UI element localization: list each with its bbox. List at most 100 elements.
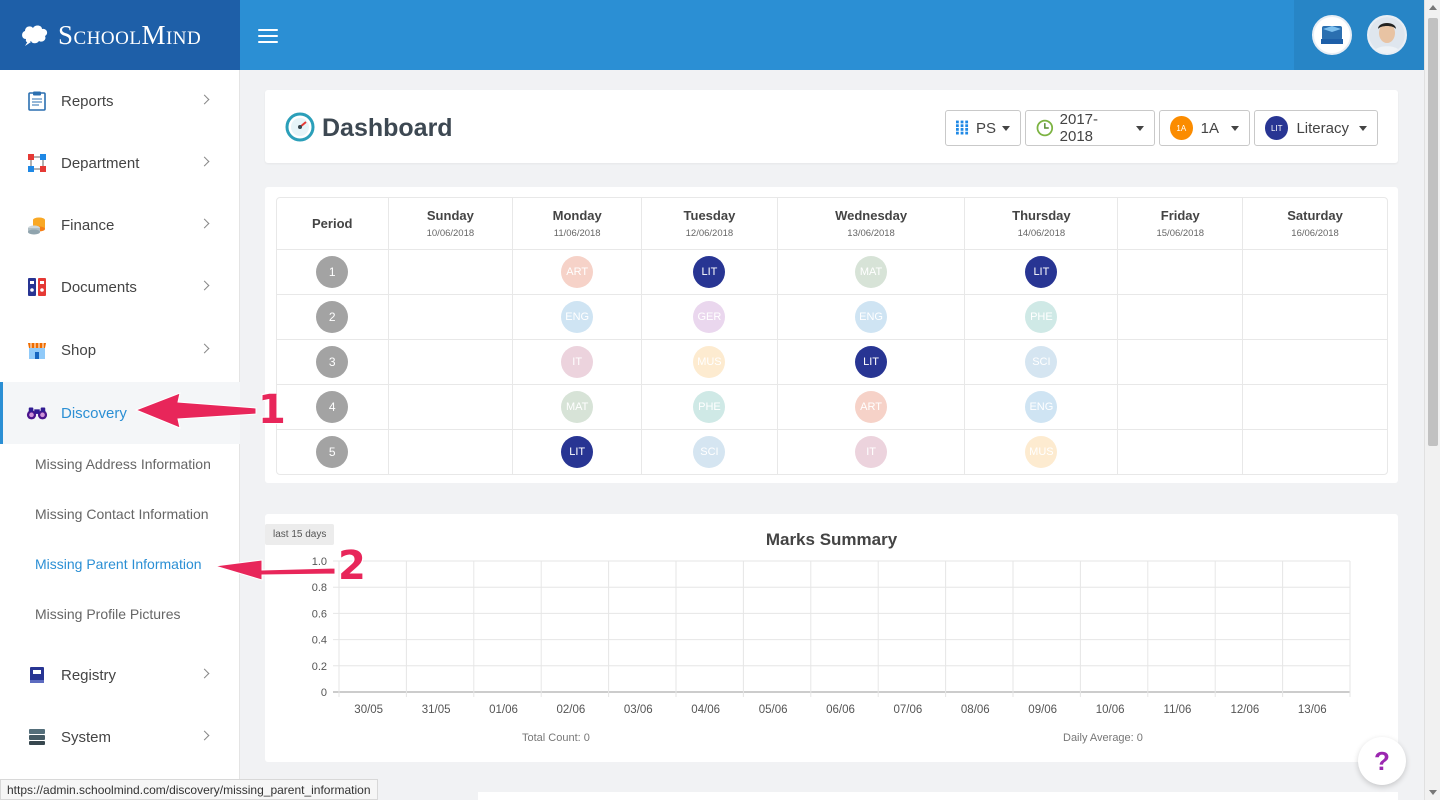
y-tick-label: 0.8 <box>312 582 327 594</box>
period-number: 2 <box>316 300 349 333</box>
scroll-down-icon[interactable] <box>1429 790 1437 795</box>
timetable: Period Sunday 10/06/2018 Monday 11/06/2018 T… <box>276 197 1388 475</box>
subject-badge[interactable]: LIT <box>693 255 726 288</box>
timetable-cell[interactable]: LIT <box>777 339 966 385</box>
day-header: Saturday 16/06/2018 <box>1242 198 1387 250</box>
sidebar-item-reports[interactable]: Reports <box>0 70 240 132</box>
help-button[interactable]: ? <box>1358 737 1406 785</box>
class-dropdown[interactable]: 1A 1A <box>1159 110 1250 146</box>
subject-badge[interactable]: LIT <box>1025 255 1058 288</box>
submenu-missing-address[interactable]: Missing Address Information <box>35 456 211 472</box>
submenu-missing-contact[interactable]: Missing Contact Information <box>35 506 209 522</box>
submenu-missing-profile-pictures[interactable]: Missing Profile Pictures <box>35 606 181 622</box>
x-tick-label: 01/06 <box>489 704 518 716</box>
annotation-label-2: 2 <box>338 543 366 589</box>
sidebar: Reports Department Finance Documents Sho… <box>0 70 240 800</box>
subject-badge[interactable]: ENG <box>561 300 594 333</box>
x-tick-label: 07/06 <box>894 704 923 716</box>
sidebar-item-shop[interactable]: Shop <box>0 319 240 381</box>
period-tag[interactable]: last 15 days <box>265 524 335 545</box>
subject-badge[interactable]: PHE <box>693 390 726 423</box>
timetable-cell[interactable]: SCI <box>964 339 1119 385</box>
subject-badge[interactable]: IT <box>561 345 594 378</box>
timetable-cell[interactable]: MUS <box>964 429 1119 474</box>
timetable-cell <box>1242 249 1387 295</box>
user-avatar[interactable] <box>1367 15 1407 55</box>
scroll-thumb[interactable] <box>1428 18 1438 446</box>
menu-toggle-icon[interactable] <box>258 29 278 45</box>
sidebar-item-system[interactable]: System <box>0 706 240 768</box>
day-date: 11/06/2018 <box>553 227 601 239</box>
timetable-cell[interactable]: ENG <box>512 294 643 340</box>
subject-badge[interactable]: PHE <box>1025 300 1058 333</box>
year-dropdown[interactable]: 2017-2018 <box>1025 110 1155 146</box>
sidebar-item-label: System <box>61 728 112 746</box>
sidebar-item-documents[interactable]: Documents <box>0 256 240 318</box>
logo[interactable]: SchoolMind <box>0 0 240 70</box>
x-tick-label: 12/06 <box>1231 704 1260 716</box>
page-scrollbar[interactable] <box>1424 0 1440 800</box>
timetable-cell[interactable]: ENG <box>777 294 966 340</box>
sidebar-item-label: Documents <box>61 278 137 296</box>
subject-badge[interactable]: ART <box>855 390 888 423</box>
status-bar-url: https://admin.schoolmind.com/discovery/m… <box>0 779 378 800</box>
x-tick-label: 11/06 <box>1164 704 1192 716</box>
timetable-cell[interactable]: MAT <box>512 384 643 430</box>
timetable-cell[interactable]: PHE <box>641 384 778 430</box>
day-date: 15/06/2018 <box>1156 227 1205 239</box>
subject-dropdown[interactable]: LIT Literacy <box>1254 110 1378 146</box>
timetable-cell[interactable]: ART <box>777 384 966 430</box>
subject-badge[interactable]: MUS <box>1025 435 1058 468</box>
school-dropdown[interactable]: PS <box>945 110 1021 146</box>
subject-badge[interactable]: MAT <box>855 255 888 288</box>
sidebar-item-label: Finance <box>61 216 115 234</box>
subject-badge[interactable]: ENG <box>855 300 888 333</box>
caret-down-icon <box>1136 125 1144 131</box>
y-tick-label: 0.2 <box>312 661 327 673</box>
timetable-cell[interactable]: GER <box>641 294 778 340</box>
subject-badge[interactable]: LIT <box>855 345 888 378</box>
timetable-cell <box>1117 294 1244 340</box>
day-name: Friday <box>1160 207 1200 223</box>
subject-badge[interactable]: GER <box>693 300 726 333</box>
timetable-cell[interactable]: LIT <box>512 429 643 474</box>
subject-badge[interactable]: ART <box>561 255 594 288</box>
day-date: 14/06/2018 <box>1017 227 1066 239</box>
timetable-cell[interactable]: MUS <box>641 339 778 385</box>
timetable-row: 1 ART LIT MAT LIT <box>277 249 1387 295</box>
timetable-cell[interactable]: IT <box>777 429 966 474</box>
school-dropdown-label: PS <box>975 119 996 137</box>
period-cell: 1 <box>277 249 389 295</box>
day-name: Saturday <box>1287 207 1343 223</box>
subject-badge[interactable]: MUS <box>693 345 726 378</box>
total-count: Total Count: 0 <box>522 732 590 744</box>
subject-badge[interactable]: ENG <box>1025 390 1058 423</box>
timetable-cell[interactable]: LIT <box>964 249 1119 295</box>
subject-badge[interactable]: SCI <box>1025 345 1058 378</box>
subject-badge[interactable]: IT <box>855 435 888 468</box>
subject-badge[interactable]: SCI <box>693 435 726 468</box>
sidebar-item-finance[interactable]: Finance <box>0 194 240 256</box>
speedometer-icon <box>285 112 315 147</box>
subject-badge[interactable]: MAT <box>561 390 594 423</box>
timetable-cell[interactable]: MAT <box>777 249 966 295</box>
sidebar-item-registry[interactable]: Registry <box>0 644 240 706</box>
submenu-missing-parent[interactable]: Missing Parent Information <box>35 556 202 572</box>
timetable-cell[interactable]: PHE <box>964 294 1119 340</box>
timetable-cell[interactable]: IT <box>512 339 643 385</box>
timetable-cell[interactable]: LIT <box>641 249 778 295</box>
timetable-cell[interactable]: ENG <box>964 384 1119 430</box>
timetable-cell <box>388 384 514 430</box>
sidebar-item-label: Discovery <box>61 404 127 422</box>
timetable-cell <box>1117 429 1244 474</box>
sidebar-item-department[interactable]: Department <box>0 132 240 194</box>
x-tick-label: 31/05 <box>422 704 451 716</box>
subject-dropdown-label: Literacy <box>1296 119 1349 137</box>
x-tick-label: 30/05 <box>354 704 383 716</box>
timetable-cell[interactable]: ART <box>512 249 643 295</box>
subject-badge[interactable]: LIT <box>561 435 594 468</box>
scroll-up-icon[interactable] <box>1429 5 1437 10</box>
timetable-cell[interactable]: SCI <box>641 429 778 474</box>
school-logo-avatar[interactable] <box>1312 15 1352 55</box>
